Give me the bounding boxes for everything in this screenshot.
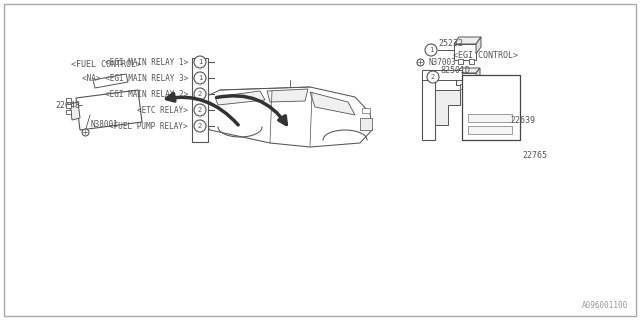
Polygon shape: [200, 87, 372, 147]
Bar: [462, 75, 520, 140]
Bar: [456, 73, 476, 85]
Text: 22648: 22648: [55, 100, 80, 109]
Polygon shape: [93, 74, 128, 88]
Polygon shape: [435, 90, 460, 125]
FancyArrowPatch shape: [217, 96, 286, 124]
Bar: [460, 84, 464, 89]
Circle shape: [194, 88, 206, 100]
Text: <EGI CONTROL>: <EGI CONTROL>: [452, 51, 518, 60]
Text: <EGI MAIN RELAY 2>: <EGI MAIN RELAY 2>: [105, 90, 188, 99]
FancyArrowPatch shape: [166, 93, 238, 125]
Text: N37003: N37003: [428, 58, 456, 67]
Circle shape: [427, 71, 439, 83]
Text: 22639: 22639: [510, 116, 535, 124]
Polygon shape: [267, 89, 308, 102]
Text: 1: 1: [198, 75, 202, 81]
Polygon shape: [454, 37, 481, 44]
Bar: [458, 59, 463, 64]
Bar: [454, 44, 476, 60]
Bar: [468, 114, 512, 122]
Text: <FUEL CONTROL>: <FUEL CONTROL>: [71, 60, 141, 68]
Polygon shape: [476, 37, 481, 54]
Circle shape: [425, 44, 437, 56]
Circle shape: [194, 120, 206, 132]
Bar: [66, 110, 71, 114]
Text: <FUEL PUMP RELAY>: <FUEL PUMP RELAY>: [109, 122, 188, 131]
Bar: [66, 104, 71, 108]
Bar: [360, 118, 372, 130]
Polygon shape: [76, 90, 142, 130]
Text: A096001100: A096001100: [582, 301, 628, 310]
Polygon shape: [456, 68, 480, 73]
Circle shape: [194, 56, 206, 68]
Text: 2: 2: [198, 123, 202, 129]
Text: 22765: 22765: [522, 150, 547, 159]
Text: 1: 1: [429, 47, 433, 53]
Polygon shape: [310, 92, 355, 115]
Polygon shape: [422, 70, 435, 140]
Polygon shape: [70, 102, 80, 120]
Text: 1: 1: [198, 59, 202, 65]
Bar: [192, 58, 208, 142]
Polygon shape: [476, 68, 480, 79]
Text: <EGI MAIN RELAY 1>: <EGI MAIN RELAY 1>: [105, 58, 188, 67]
Text: N38001: N38001: [90, 119, 118, 129]
Text: 2: 2: [431, 74, 435, 80]
Bar: [66, 98, 71, 102]
Bar: [422, 70, 462, 80]
Bar: [468, 126, 512, 134]
Text: 82501D: 82501D: [440, 66, 470, 75]
Text: <NA> <EGI MAIN RELAY 3>: <NA> <EGI MAIN RELAY 3>: [82, 74, 188, 83]
Text: 2: 2: [198, 91, 202, 97]
Polygon shape: [215, 91, 265, 105]
Bar: [362, 108, 370, 113]
Text: 25232: 25232: [438, 39, 463, 48]
Bar: [469, 59, 474, 64]
Circle shape: [194, 72, 206, 84]
Text: 2: 2: [198, 107, 202, 113]
Circle shape: [194, 104, 206, 116]
Text: <ETC RELAY>: <ETC RELAY>: [137, 106, 188, 115]
